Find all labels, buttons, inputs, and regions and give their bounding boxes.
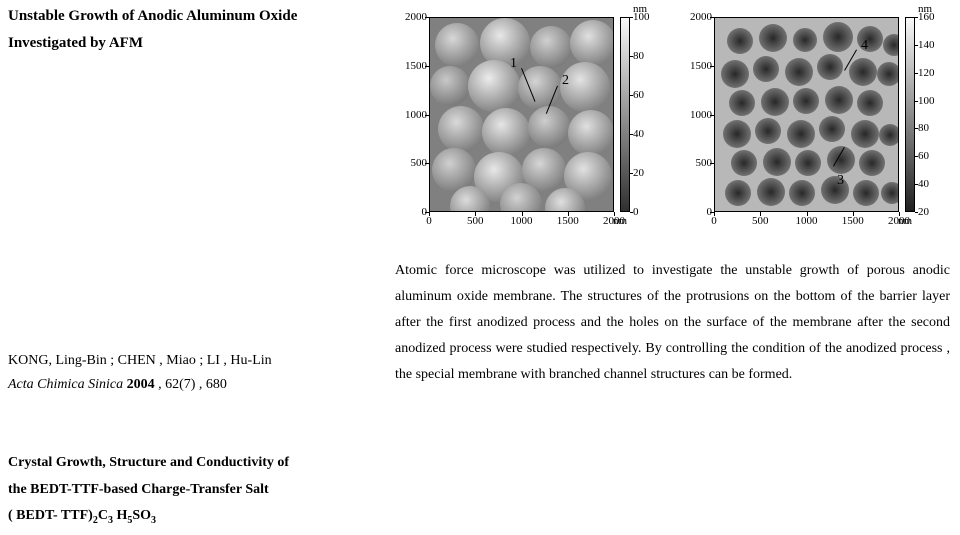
afm-protrusion [430, 66, 470, 106]
colorbar-tick-label: 80 [918, 122, 929, 134]
y-tick-label: 500 [395, 157, 427, 169]
afm-protrusion [482, 108, 530, 156]
afm-hole [853, 180, 879, 206]
afm-hole [729, 90, 755, 116]
colorbar-tick-label: 140 [918, 39, 935, 51]
annotation-number: 1 [510, 56, 517, 72]
colorbar-tick-label: 20 [918, 206, 929, 218]
afm-protrusion [570, 20, 614, 66]
colorbar-tick-label: 100 [918, 95, 935, 107]
colorbar-tick-label: 100 [633, 11, 650, 23]
annotation-number: 4 [861, 38, 868, 54]
afm-hole [879, 124, 899, 146]
afm-protrusion [530, 26, 572, 68]
colorbar-tick-label: 80 [633, 50, 644, 62]
afm-hole [825, 86, 853, 114]
abstract: Atomic force microscope was utilized to … [395, 258, 950, 387]
afm-hole [731, 150, 757, 176]
afm-hole [753, 56, 779, 82]
x-tick-label: 2000 [884, 215, 914, 227]
abstract-text: Atomic force microscope was utilized to … [395, 258, 950, 387]
x-tick-label: 1500 [553, 215, 583, 227]
y-tick-label: 2000 [680, 11, 712, 23]
afm-hole [721, 60, 749, 88]
afm-hole [881, 182, 899, 204]
afm-hole [763, 148, 791, 176]
y-tick-label: 1000 [395, 109, 427, 121]
colorbar-tick-label: 0 [633, 206, 639, 218]
colorbar-tick-label: 60 [918, 150, 929, 162]
y-tick-label: 500 [680, 157, 712, 169]
afm-hole [785, 58, 813, 86]
colorbar-tick-label: 40 [633, 128, 644, 140]
x-tick-label: 0 [699, 215, 729, 227]
x-tick-label: 1000 [507, 215, 537, 227]
second-article-title: Crystal Growth, Structure and Conductivi… [8, 450, 378, 530]
colorbar-left [620, 17, 630, 212]
afm-hole [723, 120, 751, 148]
afm-hole [793, 88, 819, 114]
afm-protrusion [568, 110, 614, 156]
year: 2004 [127, 377, 155, 392]
colorbar-tick-label: 20 [633, 167, 644, 179]
x-tick-label: 1500 [838, 215, 868, 227]
second-title-line-3: ( BEDT- TTF)2C3 H5SO3 [8, 503, 378, 530]
afm-hole [823, 22, 853, 52]
afm-hole [857, 90, 883, 116]
y-tick-label: 1500 [680, 60, 712, 72]
annotation-number: 2 [562, 73, 569, 89]
afm-panel-right: 43 nm nm 0500100015002000050010001500200… [680, 3, 950, 248]
afm-hole [725, 180, 751, 206]
afm-hole [761, 88, 789, 116]
afm-image-right: 43 [714, 17, 899, 212]
x-tick-label: 500 [745, 215, 775, 227]
annotation-number: 3 [837, 173, 844, 189]
x-tick-label: 1000 [792, 215, 822, 227]
title-line-1: Unstable Growth of Anodic Aluminum Oxide [8, 8, 297, 24]
afm-protrusion [528, 106, 570, 148]
afm-hole [859, 150, 885, 176]
article-title: Unstable Growth of Anodic Aluminum Oxide… [8, 3, 368, 57]
colorbar-tick-label: 160 [918, 11, 935, 23]
citation-block: KONG, Ling-Bin ; CHEN , Miao ; LI , Hu-L… [8, 350, 368, 398]
page: 680 [206, 377, 227, 392]
afm-panel-left: 12 nm nm 0500100015002000050010001500200… [395, 3, 665, 248]
afm-hole [793, 28, 817, 52]
afm-hole [849, 58, 877, 86]
colorbar-tick-label: 60 [633, 89, 644, 101]
x-tick-label: 2000 [599, 215, 629, 227]
second-title-line-2: the BEDT-TTF-based Charge-Transfer Salt [8, 477, 378, 504]
afm-hole [755, 118, 781, 144]
afm-hole [851, 120, 879, 148]
colorbar-right [905, 17, 915, 212]
afm-hole [787, 120, 815, 148]
afm-hole [883, 34, 899, 56]
afm-hole [757, 178, 785, 206]
colorbar-tick-label: 120 [918, 67, 935, 79]
afm-image-left: 12 [429, 17, 614, 212]
afm-hole [817, 54, 843, 80]
afm-hole [821, 176, 849, 204]
x-tick-label: 500 [460, 215, 490, 227]
x-tick-label: 0 [414, 215, 444, 227]
journal: Acta Chimica Sinica [8, 377, 123, 392]
afm-hole [819, 116, 845, 142]
afm-hole [795, 150, 821, 176]
afm-hole [877, 62, 899, 86]
afm-hole [759, 24, 787, 52]
citation: Acta Chimica Sinica 2004 , 62(7) , 680 [8, 372, 368, 397]
y-tick-label: 1000 [680, 109, 712, 121]
authors: KONG, Ling-Bin ; CHEN , Miao ; LI , Hu-L… [8, 350, 368, 372]
colorbar-tick-label: 40 [918, 178, 929, 190]
y-tick-label: 1500 [395, 60, 427, 72]
afm-hole [789, 180, 815, 206]
afm-figure: 12 nm nm 0500100015002000050010001500200… [395, 3, 950, 248]
y-tick-label: 2000 [395, 11, 427, 23]
afm-protrusion [438, 106, 484, 152]
afm-hole [727, 28, 753, 54]
afm-protrusion [435, 23, 479, 67]
second-title-line-1: Crystal Growth, Structure and Conductivi… [8, 450, 378, 477]
title-line-2: Investigated by AFM [8, 35, 143, 51]
issue: 62(7) [165, 377, 195, 392]
